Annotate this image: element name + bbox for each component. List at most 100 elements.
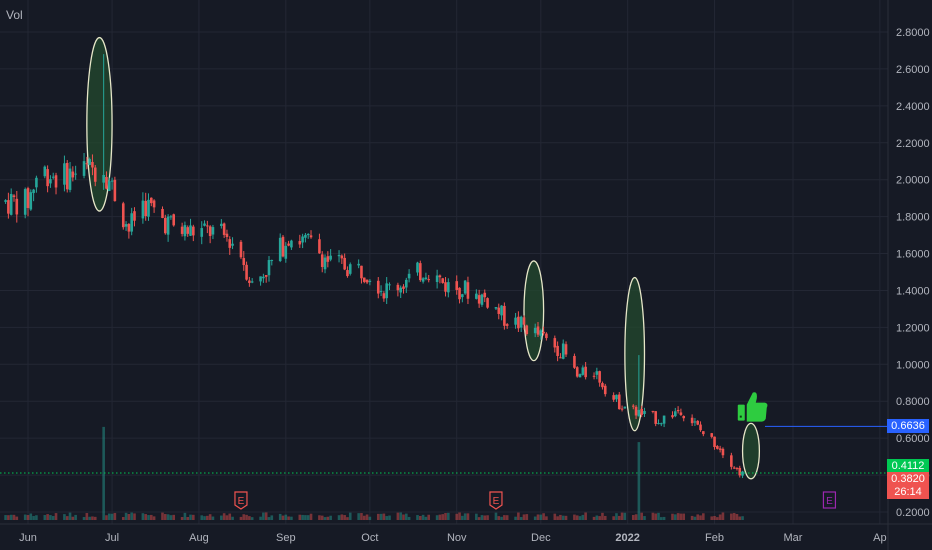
candle[interactable] — [270, 259, 274, 266]
candle[interactable] — [365, 279, 369, 285]
candle[interactable] — [133, 207, 136, 227]
candle[interactable] — [164, 214, 167, 235]
candle[interactable] — [595, 367, 599, 380]
candle[interactable] — [242, 251, 246, 271]
candle[interactable] — [676, 406, 680, 414]
candle[interactable] — [581, 365, 585, 376]
candle[interactable] — [419, 260, 422, 282]
candle[interactable] — [144, 192, 147, 221]
candle[interactable] — [186, 225, 190, 237]
candle[interactable] — [519, 315, 523, 332]
candle[interactable] — [424, 272, 428, 281]
candle[interactable] — [421, 277, 425, 284]
candle[interactable] — [183, 221, 187, 241]
candle[interactable] — [679, 408, 683, 416]
candle[interactable] — [26, 186, 30, 217]
candle[interactable] — [264, 274, 268, 283]
candle[interactable] — [326, 251, 330, 268]
candle[interactable] — [741, 470, 744, 479]
candle[interactable] — [553, 335, 557, 353]
candle[interactable] — [320, 251, 324, 273]
candle[interactable] — [617, 391, 621, 410]
candle[interactable] — [533, 323, 537, 338]
candle[interactable] — [54, 172, 58, 195]
candle[interactable] — [113, 176, 117, 202]
candle[interactable] — [88, 157, 91, 166]
candle[interactable] — [228, 236, 232, 255]
candle[interactable] — [203, 220, 206, 227]
candle[interactable] — [564, 341, 568, 358]
candle[interactable] — [222, 222, 226, 238]
candle[interactable] — [15, 190, 19, 223]
candle[interactable] — [130, 207, 133, 236]
candle[interactable] — [192, 224, 195, 242]
candle[interactable] — [346, 266, 349, 278]
candle[interactable] — [702, 431, 705, 437]
candle[interactable] — [637, 355, 641, 417]
candle[interactable] — [287, 240, 290, 247]
candle[interactable] — [206, 220, 209, 234]
candle[interactable] — [368, 279, 372, 286]
candle[interactable] — [416, 261, 419, 276]
candle[interactable] — [631, 404, 635, 410]
candle[interactable] — [584, 361, 587, 380]
candle[interactable] — [306, 233, 310, 239]
candle[interactable] — [399, 285, 402, 299]
candle[interactable] — [231, 237, 234, 250]
candle[interactable] — [556, 341, 559, 362]
candle[interactable] — [152, 199, 156, 213]
candle[interactable] — [659, 422, 663, 427]
candle[interactable] — [592, 372, 596, 380]
candle[interactable] — [281, 234, 285, 258]
candle[interactable] — [455, 275, 459, 295]
candle[interactable] — [388, 282, 391, 291]
candle[interactable] — [500, 305, 503, 321]
candle[interactable] — [32, 188, 35, 202]
candle[interactable] — [348, 262, 352, 276]
candle[interactable] — [623, 406, 627, 409]
candle[interactable] — [225, 229, 229, 242]
candle[interactable] — [382, 291, 386, 302]
candle[interactable] — [63, 155, 66, 192]
candle[interactable] — [340, 254, 344, 265]
candle[interactable] — [643, 407, 646, 417]
candle[interactable] — [337, 250, 341, 263]
candle[interactable] — [612, 392, 615, 402]
candle[interactable] — [12, 194, 16, 202]
candle[interactable] — [82, 153, 86, 179]
candle[interactable] — [718, 445, 722, 453]
candle[interactable] — [376, 277, 380, 299]
candle[interactable] — [309, 230, 313, 239]
candles[interactable] — [4, 54, 744, 479]
candle[interactable] — [329, 249, 332, 262]
candle[interactable] — [735, 467, 739, 471]
candle[interactable] — [35, 175, 38, 193]
candle[interactable] — [169, 214, 173, 220]
candle[interactable] — [343, 253, 346, 271]
candle[interactable] — [483, 289, 487, 303]
candle[interactable] — [121, 201, 125, 230]
candle[interactable] — [147, 193, 150, 221]
candle[interactable] — [102, 54, 105, 190]
candle[interactable] — [262, 273, 265, 283]
candle[interactable] — [49, 175, 52, 188]
candle[interactable] — [657, 419, 660, 425]
candle[interactable] — [690, 414, 694, 426]
candle[interactable] — [634, 405, 638, 419]
candle[interactable] — [682, 415, 686, 422]
candle[interactable] — [180, 222, 184, 237]
candle[interactable] — [248, 276, 251, 287]
candle[interactable] — [357, 259, 360, 269]
earnings-e-icon[interactable]: E — [489, 491, 503, 510]
candle[interactable] — [239, 240, 243, 260]
candle[interactable] — [23, 187, 27, 219]
candle[interactable] — [674, 407, 677, 418]
candle[interactable] — [601, 381, 604, 390]
candle[interactable] — [110, 177, 114, 190]
candle[interactable] — [545, 332, 548, 341]
candle[interactable] — [721, 447, 725, 459]
candle[interactable] — [598, 370, 601, 387]
candle[interactable] — [713, 436, 716, 450]
candle[interactable] — [503, 302, 506, 330]
